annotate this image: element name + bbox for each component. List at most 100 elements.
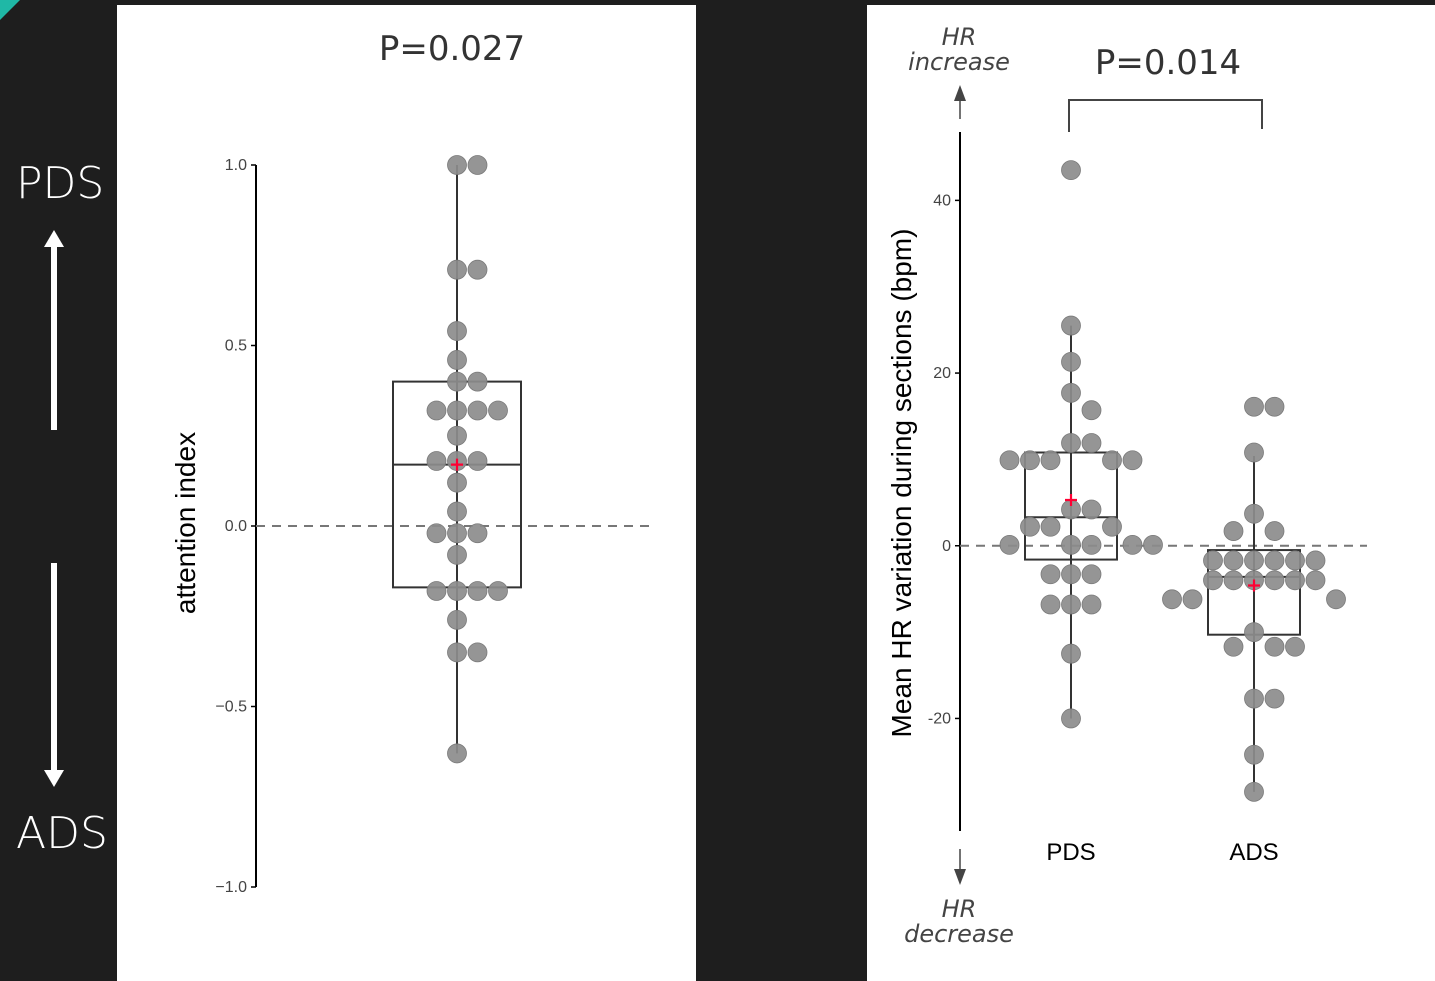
data-point: [1203, 570, 1223, 591]
down-arrow-icon: [44, 770, 64, 787]
data-point: [1061, 564, 1081, 585]
data-point: [467, 523, 488, 544]
data-point: [1122, 534, 1143, 555]
data-point: [1223, 550, 1244, 571]
y-tick-label: −0.5: [215, 699, 247, 716]
data-point: [1223, 521, 1244, 541]
data-point: [1061, 383, 1081, 403]
hr-increase-arrow-icon: [954, 85, 966, 101]
up-arrow-icon: [44, 230, 64, 247]
hr-decrease-label-1: HR: [942, 895, 977, 923]
data-point: [447, 472, 467, 493]
data-point: [1264, 570, 1285, 591]
y-axis-label: Mean HR variation during sections (bpm): [886, 229, 917, 738]
data-point: [1122, 450, 1143, 471]
y-tick-label: −1.0: [215, 879, 247, 896]
data-point: [1040, 564, 1061, 585]
category-label: PDS: [1046, 839, 1095, 866]
data-point: [999, 534, 1020, 555]
data-point: [467, 642, 488, 663]
y-tick-label: 20: [933, 365, 951, 382]
data-point: [1143, 534, 1163, 555]
data-point: [1081, 499, 1102, 520]
hr-increase-label-1: HR: [942, 23, 977, 51]
data-point: [1040, 450, 1061, 471]
data-point: [1102, 450, 1122, 471]
significance-bracket: [1068, 99, 1263, 132]
data-point: [1223, 636, 1244, 657]
data-point: [467, 451, 488, 471]
data-point: [467, 371, 488, 392]
data-point: [999, 450, 1020, 471]
y-tick-label: 40: [933, 192, 951, 209]
data-point: [467, 581, 488, 601]
data-point: [1020, 516, 1040, 537]
data-point: [1264, 636, 1285, 657]
data-point: [1285, 636, 1305, 657]
data-point: [1081, 594, 1102, 615]
y-tick-label: 0: [942, 538, 951, 555]
attention-index-chart: P=0.027 attention index 1.0 0.5 0.0 −0.5 −1.…: [170, 29, 652, 896]
data-point: [1081, 433, 1102, 453]
data-point: [447, 259, 467, 280]
data-point: [1162, 589, 1182, 610]
hr-variation-panel: P=0.014 Mean HR variation during section…: [867, 5, 1435, 981]
hr-decrease-arrow-icon: [954, 869, 966, 885]
data-point: [1081, 534, 1102, 555]
data-point: [467, 155, 488, 175]
hr-increase-label-2: increase: [908, 48, 1010, 76]
data-point: [1061, 594, 1081, 615]
chart-title: P=0.027: [379, 29, 525, 69]
y-tick-label: -20: [928, 710, 951, 727]
mean-marker: [1248, 579, 1260, 592]
data-point: [426, 400, 447, 421]
data-point: [1244, 442, 1264, 463]
hr-variation-chart: P=0.014 Mean HR variation during section…: [886, 23, 1367, 948]
accent-corner: [0, 0, 20, 20]
data-point: [1223, 570, 1244, 591]
data-point: [1244, 503, 1264, 524]
data-point: [1040, 594, 1061, 615]
data-point: [426, 581, 447, 601]
data-point: [1244, 744, 1264, 765]
data-point: [447, 350, 467, 370]
data-point: [1264, 396, 1285, 417]
data-point: [447, 743, 467, 764]
data-point: [447, 425, 467, 446]
data-point: [447, 371, 467, 392]
data-point: [447, 581, 467, 601]
mean-marker: [451, 458, 463, 471]
data-point: [447, 523, 467, 544]
y-tick-label: 1.0: [225, 157, 247, 174]
data-point: [1244, 622, 1264, 643]
hr-decrease-label-2: decrease: [904, 920, 1014, 948]
data-point: [447, 609, 467, 630]
data-point: [1061, 643, 1081, 664]
data-point: [1102, 516, 1122, 537]
data-point: [1285, 570, 1305, 591]
y-tick-label: 0.5: [225, 338, 247, 355]
data-point: [447, 321, 467, 341]
mean-marker: [1065, 493, 1077, 506]
data-point: [1182, 589, 1203, 610]
data-point: [1061, 315, 1081, 336]
y-axis-label: attention index: [170, 432, 201, 614]
data-point: [447, 400, 467, 421]
data-point: [1061, 534, 1081, 555]
data-point: [1081, 400, 1102, 421]
data-point: [1020, 450, 1040, 471]
data-point: [1264, 521, 1285, 541]
direction-arrows: [44, 230, 64, 787]
data-point: [1244, 688, 1264, 709]
data-point: [488, 581, 508, 601]
data-point: [1203, 550, 1223, 571]
data-point: [447, 501, 467, 522]
chart-title: P=0.014: [1095, 43, 1241, 83]
data-point: [1305, 550, 1326, 571]
data-point: [488, 400, 508, 421]
pds-side-label: PDS: [16, 158, 105, 209]
ads-side-label: ADS: [16, 808, 108, 859]
data-point: [467, 259, 488, 280]
data-point: [1061, 708, 1081, 729]
data-point: [1061, 160, 1081, 181]
